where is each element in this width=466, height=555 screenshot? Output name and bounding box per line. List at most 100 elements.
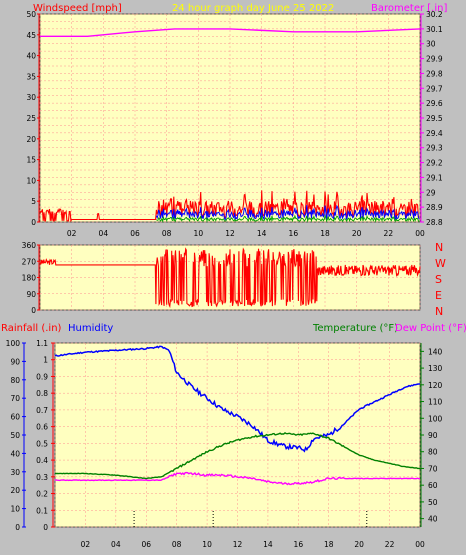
baro-y-tick-label: 29.5 (426, 114, 443, 123)
wind-y-tick-label: 10 (26, 176, 36, 185)
wind-x-tick-label: 12 (225, 229, 235, 238)
humidity-y-tick-label: 0 (15, 523, 20, 532)
hum-x-tick-label: 12 (233, 540, 243, 549)
rain-y-tick-label: 0.2 (36, 490, 48, 499)
humidity-y-tick-label: 80 (10, 376, 20, 385)
baro-y-tick-label: 29.8 (426, 69, 443, 78)
temp-y-tick-label: 50 (428, 498, 438, 507)
rain-y-tick-label: 0.1 (36, 506, 48, 515)
wind-y-tick-label: 5 (31, 197, 36, 206)
compass-label: S (435, 273, 442, 286)
hum-x-tick-label: 06 (141, 540, 151, 549)
baro-y-tick-label: 28.9 (426, 203, 443, 212)
wind-y-tick-label: 35 (26, 72, 36, 81)
humidity-y-tick-label: 100 (6, 339, 21, 348)
wind-average-line (155, 204, 420, 222)
rain-y-tick-label: 0.9 (36, 372, 48, 381)
humidity-y-tick-label: 50 (10, 431, 20, 440)
baro-y-tick-label: 29.9 (426, 55, 443, 64)
baro-y-tick-label: 29.1 (426, 173, 443, 182)
wind-y-tick-label: 20 (26, 135, 36, 144)
baro-y-tick-label: 28.8 (426, 218, 443, 227)
temperature-line (54, 432, 421, 480)
hum-x-tick-label: 18 (324, 540, 334, 549)
wind-y-tick-label: 30 (26, 93, 36, 102)
wind-low-line (156, 214, 420, 223)
baro-y-tick-label: 29.6 (426, 99, 443, 108)
temp-y-tick-label: 80 (428, 448, 438, 457)
baro-y-tick-label: 30.2 (426, 10, 443, 19)
temp-y-tick-label: 140 (428, 347, 443, 356)
wind-x-tick-label: 04 (99, 229, 109, 238)
dewpoint-label: Dew Point (°F) (395, 323, 466, 334)
hum-x-tick-label: 08 (172, 540, 182, 549)
humidity-line (54, 345, 420, 453)
dir-y-tick-label: 360 (22, 241, 37, 250)
temp-y-tick-label: 120 (428, 381, 443, 390)
temp-y-tick-label: 100 (428, 414, 443, 423)
humidity-y-tick-label: 60 (10, 413, 20, 422)
rain-y-tick-label: 0.5 (36, 439, 48, 448)
wind-x-tick-label: 00 (415, 229, 425, 238)
rain-y-tick-label: 1.1 (36, 339, 48, 348)
hum-x-tick-label: 10 (202, 540, 212, 549)
wind-y-tick-label: 25 (26, 114, 36, 123)
compass-label: N (435, 305, 443, 318)
hum-x-tick-label: 04 (111, 540, 121, 549)
wind-x-tick-label: 08 (162, 229, 172, 238)
rain-y-tick-label: 0 (43, 523, 48, 532)
wind-y-tick-label: 50 (26, 10, 36, 19)
rain-y-tick-label: 0.3 (36, 473, 48, 482)
windspeed-line (39, 190, 420, 223)
temperature-label: Temperature (°F) (312, 323, 398, 334)
wind-x-tick-label: 22 (384, 229, 394, 238)
hum-x-tick-label: 02 (81, 540, 91, 549)
wind-y-tick-label: 40 (26, 52, 36, 61)
baro-y-tick-label: 30 (426, 40, 436, 49)
wind-y-tick-label: 45 (26, 31, 36, 40)
humidity-y-tick-label: 90 (10, 357, 20, 366)
rain-y-tick-label: 0.8 (36, 389, 48, 398)
temp-y-tick-label: 130 (428, 364, 443, 373)
wind-x-tick-label: 20 (352, 229, 362, 238)
temp-y-tick-label: 110 (428, 398, 443, 407)
rain-y-tick-label: 0.6 (36, 423, 48, 432)
dir-y-tick-label: 180 (22, 274, 37, 283)
hum-x-tick-label: 00 (415, 540, 425, 549)
baro-y-tick-label: 29.2 (426, 159, 443, 168)
compass-label: N (435, 241, 443, 254)
dir-y-tick-label: 0 (31, 306, 36, 315)
baro-y-tick-label: 30.1 (426, 25, 443, 34)
baro-y-tick-label: 29.7 (426, 84, 443, 93)
humidity-label: Humidity (68, 323, 113, 334)
wind-x-tick-label: 10 (194, 229, 204, 238)
wind-direction-line (39, 247, 421, 309)
hum-x-tick-label: 14 (263, 540, 273, 549)
humidity-y-tick-label: 30 (10, 468, 20, 477)
wind-y-tick-label: 15 (26, 156, 36, 165)
barometer-label: Barometer [.in] (371, 3, 447, 14)
wind-x-tick-label: 14 (257, 229, 267, 238)
compass-label: W (435, 257, 446, 270)
temp-y-tick-label: 90 (428, 431, 438, 440)
rainfall-label: Rainfall (.in) (1, 323, 62, 334)
temp-y-tick-label: 70 (428, 464, 438, 473)
wind-y-tick-label: 0 (31, 218, 36, 227)
wind-x-tick-label: 18 (320, 229, 330, 238)
rain-y-tick-label: 0.7 (36, 406, 48, 415)
wind-x-tick-label: 06 (130, 229, 140, 238)
baro-y-tick-label: 29.4 (426, 129, 443, 138)
compass-label: E (435, 289, 442, 302)
wind-x-tick-label: 16 (289, 229, 299, 238)
wind-barometer-panel: 0 5 10 15 20 25 30 35 40 45 50 28.8 28.9 29 29.1 29.2 29… (26, 10, 442, 238)
rain-y-tick-label: 1 (43, 356, 48, 365)
humidity-y-tick-label: 10 (10, 505, 20, 514)
hum-x-tick-label: 16 (294, 540, 304, 549)
dir-y-tick-label: 90 (26, 290, 36, 299)
barometer-line (40, 28, 421, 37)
hum-x-tick-label: 20 (354, 540, 364, 549)
temp-y-tick-label: 40 (428, 515, 438, 524)
humidity-y-tick-label: 70 (10, 394, 20, 403)
dir-y-tick-label: 270 (22, 257, 37, 266)
